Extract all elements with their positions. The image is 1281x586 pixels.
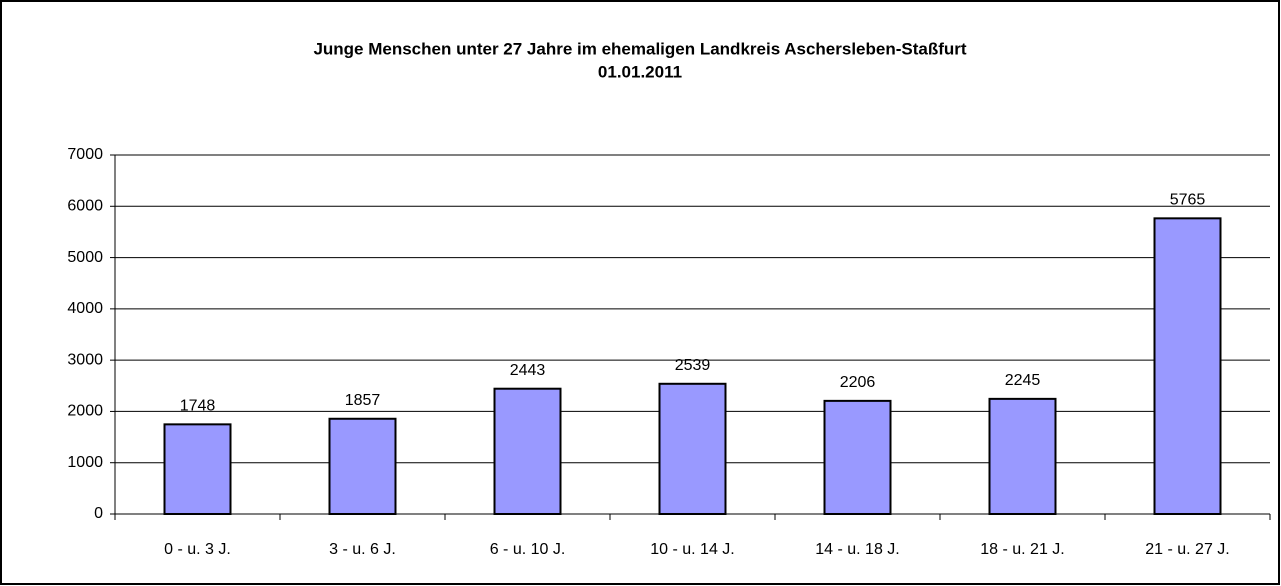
- bar: [988, 397, 1057, 516]
- bar: [493, 387, 562, 516]
- data-label: 1748: [180, 398, 216, 415]
- data-label: 5765: [1170, 192, 1206, 209]
- x-tick-label: 0 - u. 3 J.: [164, 541, 231, 558]
- bar: [328, 417, 397, 515]
- bar: [163, 423, 232, 515]
- y-tick-label: 6000: [67, 198, 103, 215]
- x-tick-label: 21 - u. 27 J.: [1145, 541, 1230, 558]
- bar: [1153, 217, 1222, 515]
- y-tick-label: 3000: [67, 351, 103, 368]
- bar: [823, 399, 892, 515]
- data-label: 2206: [840, 374, 876, 391]
- data-label: 2539: [675, 357, 711, 374]
- x-tick-label: 3 - u. 6 J.: [329, 541, 396, 558]
- x-tick-label: 14 - u. 18 J.: [815, 541, 900, 558]
- data-label: 2443: [510, 362, 546, 379]
- y-tick-label: 1000: [67, 454, 103, 471]
- y-tick-label: 0: [94, 505, 103, 522]
- x-tick-label: 10 - u. 14 J.: [650, 541, 735, 558]
- data-label: 2245: [1005, 372, 1041, 389]
- x-tick-label: 6 - u. 10 J.: [490, 541, 566, 558]
- y-tick-label: 7000: [67, 146, 103, 163]
- y-tick-label: 4000: [67, 300, 103, 317]
- data-label: 1857: [345, 392, 381, 409]
- chart-title: Junge Menschen unter 27 Jahre im ehemali…: [313, 39, 966, 58]
- y-tick-label: 5000: [67, 249, 103, 266]
- bar: [658, 382, 727, 516]
- y-tick-label: 2000: [67, 403, 103, 420]
- x-tick-label: 18 - u. 21 J.: [980, 541, 1065, 558]
- chart-subtitle: 01.01.2011: [598, 62, 682, 81]
